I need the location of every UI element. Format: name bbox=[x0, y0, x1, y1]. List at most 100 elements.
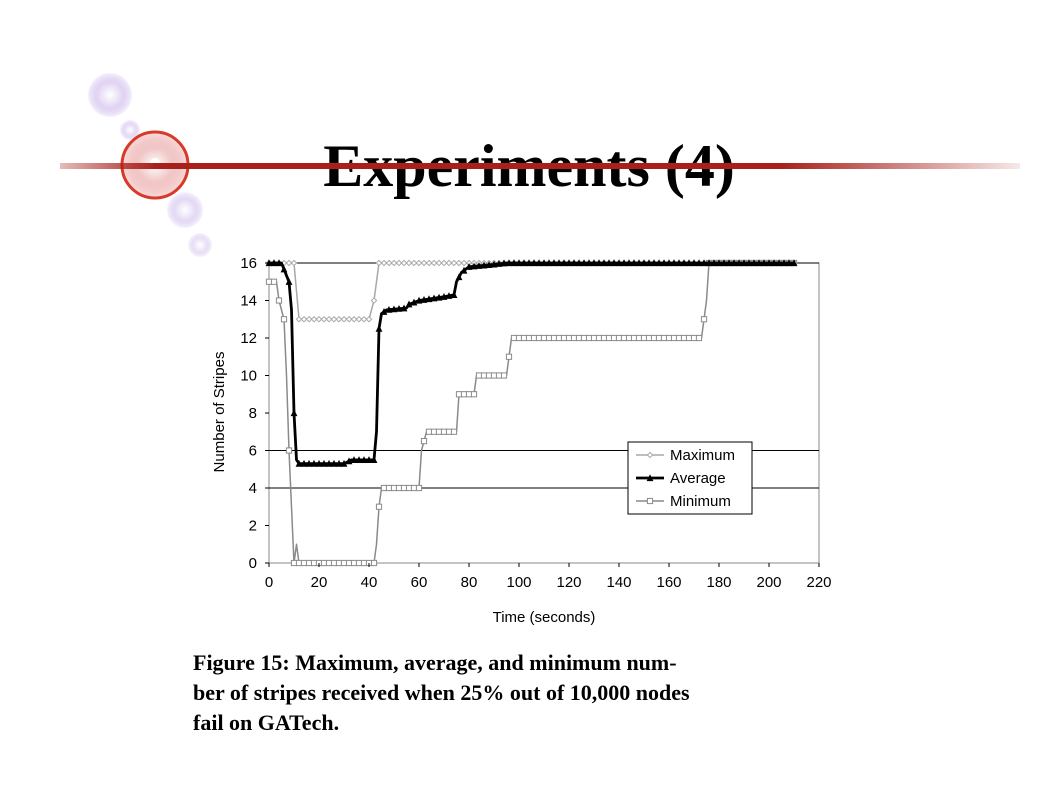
data-point bbox=[600, 259, 608, 267]
x-tick-label: 80 bbox=[461, 574, 478, 591]
data-point bbox=[280, 316, 288, 323]
data-point bbox=[405, 484, 413, 492]
y-tick-label: 16 bbox=[240, 255, 257, 272]
data-point bbox=[480, 261, 488, 269]
series-line-maximum bbox=[269, 262, 794, 321]
data-point bbox=[595, 334, 603, 342]
data-point bbox=[690, 259, 698, 267]
data-point bbox=[355, 315, 363, 323]
data-point bbox=[320, 315, 328, 323]
data-point bbox=[615, 259, 623, 267]
data-point bbox=[700, 259, 708, 267]
data-point bbox=[380, 259, 388, 267]
data-point bbox=[646, 497, 654, 505]
y-tick-label: 10 bbox=[240, 368, 257, 385]
data-point bbox=[335, 459, 343, 467]
data-point bbox=[375, 259, 383, 267]
data-point bbox=[640, 334, 648, 342]
caption-line: fail on GATech. bbox=[193, 710, 340, 735]
data-point bbox=[670, 334, 678, 342]
data-point bbox=[415, 296, 423, 304]
data-point bbox=[390, 484, 398, 492]
data-point bbox=[305, 315, 313, 323]
data-point bbox=[450, 259, 458, 267]
data-point bbox=[520, 259, 528, 267]
x-tick-label: 60 bbox=[411, 574, 428, 591]
data-point bbox=[690, 334, 698, 342]
data-point bbox=[545, 334, 553, 342]
data-point bbox=[465, 263, 473, 270]
data-point bbox=[400, 259, 408, 267]
data-point bbox=[410, 259, 418, 267]
data-point bbox=[315, 459, 323, 467]
data-point bbox=[550, 259, 558, 267]
data-point bbox=[345, 457, 353, 465]
data-point bbox=[590, 259, 598, 267]
data-point bbox=[775, 259, 783, 267]
data-point bbox=[595, 259, 603, 267]
data-point bbox=[370, 559, 378, 567]
data-point bbox=[295, 315, 303, 323]
data-point bbox=[680, 259, 688, 267]
data-point bbox=[475, 372, 483, 379]
data-point bbox=[270, 278, 278, 285]
data-point bbox=[400, 304, 408, 312]
data-point bbox=[300, 559, 308, 567]
data-point bbox=[415, 259, 423, 267]
data-point bbox=[500, 259, 508, 267]
data-point bbox=[460, 391, 468, 398]
data-point bbox=[310, 315, 318, 323]
data-point bbox=[655, 334, 663, 342]
data-point bbox=[790, 259, 798, 267]
data-point bbox=[640, 259, 648, 267]
data-point bbox=[410, 298, 418, 306]
data-point bbox=[320, 459, 328, 467]
data-point bbox=[600, 334, 608, 342]
data-point bbox=[375, 324, 383, 332]
data-point bbox=[475, 262, 483, 269]
data-point bbox=[620, 334, 628, 342]
data-point bbox=[530, 334, 538, 342]
data-point bbox=[440, 259, 448, 267]
data-point bbox=[275, 297, 283, 304]
data-point bbox=[645, 259, 653, 267]
data-point bbox=[540, 259, 548, 267]
data-point bbox=[430, 294, 438, 302]
data-point bbox=[500, 372, 508, 379]
data-point bbox=[695, 259, 703, 267]
data-point bbox=[720, 259, 728, 267]
data-point bbox=[370, 456, 378, 463]
decorative-orb bbox=[188, 233, 212, 257]
data-point bbox=[580, 259, 588, 267]
data-point bbox=[280, 265, 288, 273]
data-point bbox=[490, 260, 498, 268]
y-tick-label: 14 bbox=[240, 293, 257, 310]
data-point bbox=[675, 259, 683, 267]
data-point bbox=[450, 291, 458, 298]
data-point bbox=[385, 305, 393, 313]
data-point bbox=[515, 334, 523, 342]
data-point bbox=[485, 261, 493, 268]
data-point bbox=[665, 334, 673, 342]
data-point bbox=[670, 259, 678, 267]
title-rule bbox=[60, 163, 1020, 169]
data-point bbox=[330, 559, 338, 567]
series-maximum bbox=[265, 259, 798, 323]
data-point bbox=[355, 559, 363, 567]
data-point bbox=[660, 259, 668, 267]
data-point bbox=[305, 559, 313, 567]
data-point bbox=[525, 334, 533, 342]
data-point bbox=[350, 559, 358, 567]
data-point bbox=[555, 334, 563, 342]
data-point bbox=[530, 259, 538, 267]
series-line-average bbox=[269, 261, 794, 466]
data-point bbox=[725, 259, 733, 267]
data-point bbox=[505, 259, 513, 267]
data-point bbox=[485, 372, 493, 379]
data-point bbox=[610, 334, 618, 342]
data-point bbox=[405, 259, 413, 267]
data-point bbox=[705, 259, 713, 267]
data-point bbox=[460, 259, 468, 267]
chart-legend: Maximum Average Minimum bbox=[627, 441, 753, 515]
data-point bbox=[510, 259, 518, 267]
